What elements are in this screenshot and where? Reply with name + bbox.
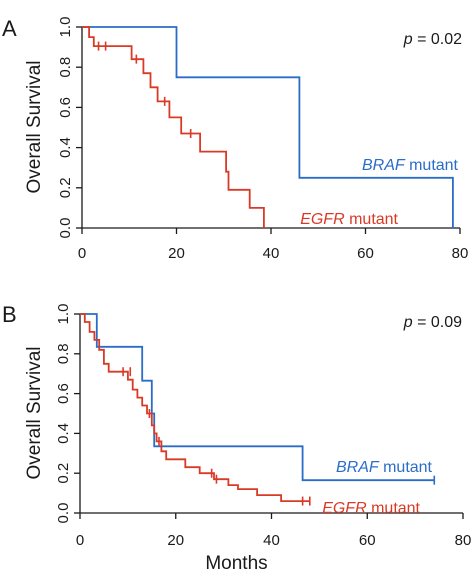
panel-a-y-tick-label: 0.2: [57, 177, 74, 198]
panel-a-y-tick-label: 0.0: [57, 218, 74, 239]
panel-b-x-tick-label: 40: [263, 532, 280, 549]
panel-b-x-tick-label: 20: [167, 532, 184, 549]
panel-a-y-axis-title: Overall Survival: [24, 60, 45, 193]
panel-b-y-tick-label: 0.8: [55, 343, 72, 364]
panel-b-x-tick-label: 80: [455, 532, 472, 549]
panel-b-y-tick-label: 0.6: [55, 383, 72, 404]
panel-a-x-tick-label: 20: [168, 245, 185, 262]
panel-b-braf-survival-curve: [80, 313, 435, 482]
panel-a-x-tick-label: 0: [78, 245, 86, 262]
panel-b-x-tick-label: 0: [76, 532, 84, 549]
panel-b-p-value: p = 0.09: [403, 314, 462, 331]
panel-b-y-axis-title: Overall Survival: [24, 346, 45, 479]
panel-b-letter: B: [2, 302, 17, 327]
panel-a-x-tick-label: 40: [263, 245, 280, 262]
panel-a-braf-survival-curve: [82, 26, 454, 228]
panel-a-egfr-label: EGFR mutant: [300, 211, 398, 228]
panel-a-braf-label: BRAF mutant: [362, 157, 459, 174]
panel-b-x-tick-label: 60: [359, 532, 376, 549]
panel-b-braf-label: BRAF mutant: [336, 459, 433, 476]
panel-a-y-tick-label: 0.8: [57, 57, 74, 78]
panel-a-egfr-survival-curve: [82, 26, 265, 228]
panel-b-y-tick-label: 0.0: [55, 503, 72, 524]
panel-a-y-tick-label: 0.6: [57, 97, 74, 118]
panel-a-y-tick-label: 1.0: [57, 17, 74, 38]
panel-b-y-tick-label: 1.0: [55, 304, 72, 325]
panel-a-p-value: p = 0.02: [403, 31, 462, 48]
panel-b-x-axis-title: Months: [205, 553, 267, 574]
panel-a-x-tick-label: 60: [357, 245, 374, 262]
panel-b-y-tick-label: 0.2: [55, 463, 72, 484]
panel-b-egfr-survival-curve: [80, 313, 310, 503]
panel-a-letter: A: [2, 16, 17, 41]
panel-a-y-tick-label: 0.4: [57, 137, 74, 158]
panel-b-y-tick-label: 0.4: [55, 423, 72, 444]
panel-a-x-tick-label: 80: [452, 245, 469, 262]
panel-b-egfr-label: EGFR mutant: [322, 500, 420, 517]
